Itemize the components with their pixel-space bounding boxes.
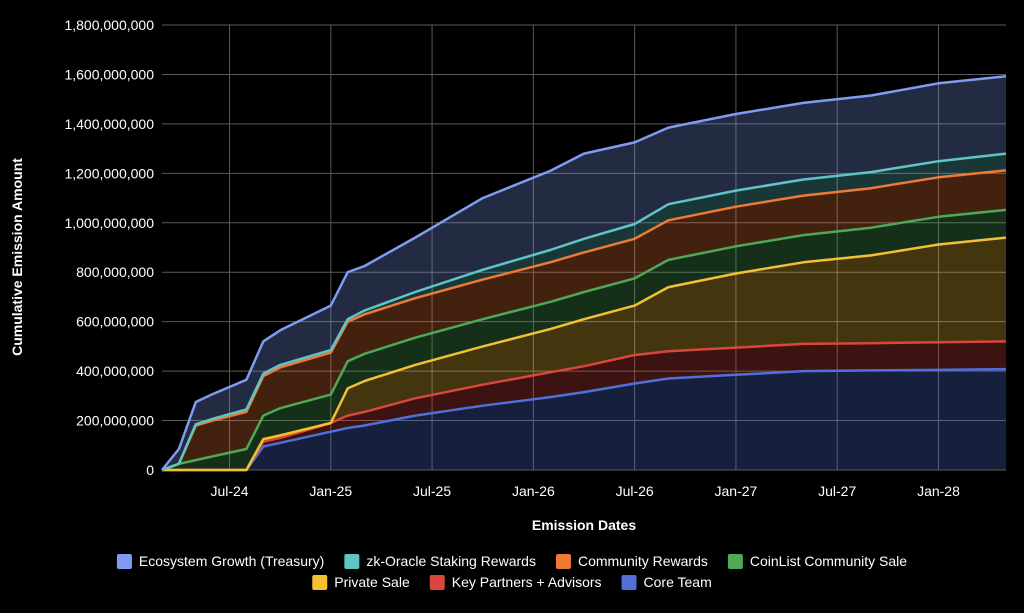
legend-swatch xyxy=(555,554,571,569)
y-tick-label: 1,600,000,000 xyxy=(64,66,154,82)
legend-label: Community Rewards xyxy=(578,553,708,569)
legend-label: CoinList Community Sale xyxy=(750,553,907,569)
y-axis-tick-labels: 0 200,000,000 400,000,000 600,000,000 800,00… xyxy=(64,17,154,478)
x-axis-tick-labels: Jul-24 Jan-25 Jul-25 Jan-26 Jul-26 Jan-27 Jul-… xyxy=(210,483,960,499)
y-tick-label: 800,000,000 xyxy=(76,264,154,280)
area-0 xyxy=(162,369,1006,470)
series-line-6 xyxy=(161,74,1007,471)
y-tick-label: 1,400,000,000 xyxy=(64,116,154,132)
legend-swatch xyxy=(312,575,328,590)
y-tick-label: 400,000,000 xyxy=(76,363,154,379)
area-layers xyxy=(162,76,1006,470)
legend-label: Core Team xyxy=(644,574,712,590)
legend-swatch xyxy=(727,554,743,569)
series-line-5 xyxy=(161,152,1007,472)
legend-label: Key Partners + Advisors xyxy=(452,574,602,590)
x-tick-label: Jan-26 xyxy=(512,483,555,499)
legend-swatch xyxy=(116,554,132,569)
legend: Ecosystem Growth (Treasury) zk-Oracle Sta… xyxy=(116,553,907,590)
x-tick-label: Jan-28 xyxy=(917,483,960,499)
x-axis-label: Emission Dates xyxy=(532,517,636,533)
x-tick-label: Jul-24 xyxy=(210,483,248,499)
y-tick-label: 0 xyxy=(146,462,154,478)
y-axis-label: Cumulative Emission Amount xyxy=(9,158,25,356)
series-line-3 xyxy=(161,208,1007,472)
x-tick-label: Jul-27 xyxy=(818,483,856,499)
series-line-4 xyxy=(161,169,1007,472)
x-tick-label: Jan-25 xyxy=(309,483,352,499)
area-6 xyxy=(162,76,1006,470)
legend-swatch xyxy=(344,554,360,569)
series-line-2 xyxy=(162,236,1007,472)
x-tick-label: Jan-27 xyxy=(715,483,758,499)
legend-label: Ecosystem Growth (Treasury) xyxy=(139,553,324,569)
gridlines xyxy=(162,24,1006,471)
x-tick-label: Jul-26 xyxy=(616,483,654,499)
legend-swatch xyxy=(429,575,445,590)
y-tick-label: 1,200,000,000 xyxy=(64,165,154,181)
series-lines xyxy=(161,74,1007,472)
x-tick-label: Jul-25 xyxy=(413,483,451,499)
legend-label: zk-Oracle Staking Rewards xyxy=(366,553,536,569)
area-2 xyxy=(162,237,1006,470)
area-4 xyxy=(162,170,1006,470)
y-tick-label: 600,000,000 xyxy=(76,314,154,330)
y-tick-label: 1,800,000,000 xyxy=(64,17,154,33)
y-tick-label: 1,000,000,000 xyxy=(64,215,154,231)
legend-label: Private Sale xyxy=(334,574,410,590)
legend-swatch xyxy=(621,575,637,590)
y-tick-label: 200,000,000 xyxy=(76,413,154,429)
area-3 xyxy=(162,209,1006,470)
